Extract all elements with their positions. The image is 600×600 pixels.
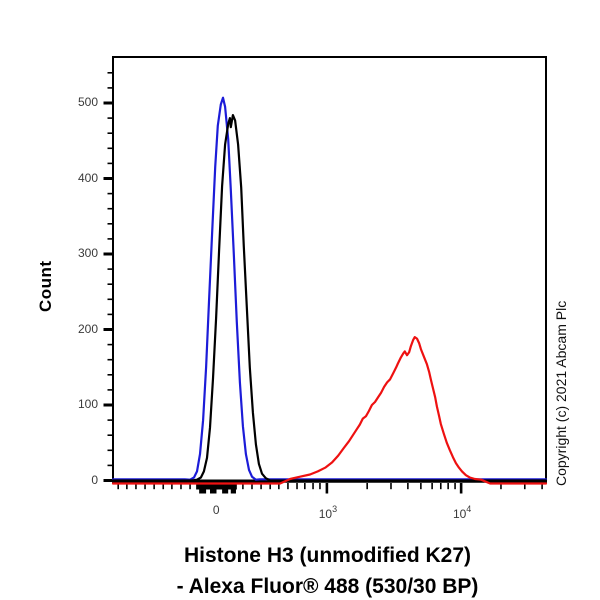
x-axis-title-line-2: - Alexa Fluor® 488 (530/30 BP) bbox=[176, 575, 479, 598]
y-tick-label: 500 bbox=[77, 95, 98, 109]
y-axis-title: Count bbox=[36, 260, 55, 312]
zero-region-tick-nub bbox=[222, 489, 229, 494]
x-tick-exponent: 4 bbox=[466, 504, 472, 514]
curve-blue-histogram bbox=[111, 96, 548, 481]
x-tick-exponent: 3 bbox=[332, 504, 338, 514]
curve-black-histogram bbox=[111, 114, 548, 482]
y-tick-label: 0 bbox=[91, 472, 98, 487]
x-axis-title-line-1: Histone H3 (unmodified K27) bbox=[183, 544, 472, 567]
y-tick-label: 200 bbox=[77, 321, 98, 336]
plot-border bbox=[112, 56, 547, 482]
zero-region-tick-nub bbox=[199, 489, 207, 494]
zero-region-tick-nub bbox=[209, 489, 217, 494]
x-tick-label: 104 bbox=[452, 504, 472, 521]
zero-region-tick-cluster bbox=[196, 483, 237, 490]
y-tick-label: 100 bbox=[77, 397, 98, 411]
y-tick-label: 300 bbox=[77, 246, 98, 260]
x-tick-label: 103 bbox=[318, 504, 338, 521]
curve-red-histogram bbox=[111, 336, 548, 485]
copyright-text: Copyright (c) 2021 Abcam Plc bbox=[553, 300, 569, 486]
x-axis-title: Histone H3 (unmodified K27) - Alexa Fluo… bbox=[55, 540, 600, 600]
zero-region-tick-nub bbox=[230, 489, 236, 494]
y-tick-label: 400 bbox=[77, 170, 98, 185]
x-tick-label: 0 bbox=[212, 503, 220, 517]
